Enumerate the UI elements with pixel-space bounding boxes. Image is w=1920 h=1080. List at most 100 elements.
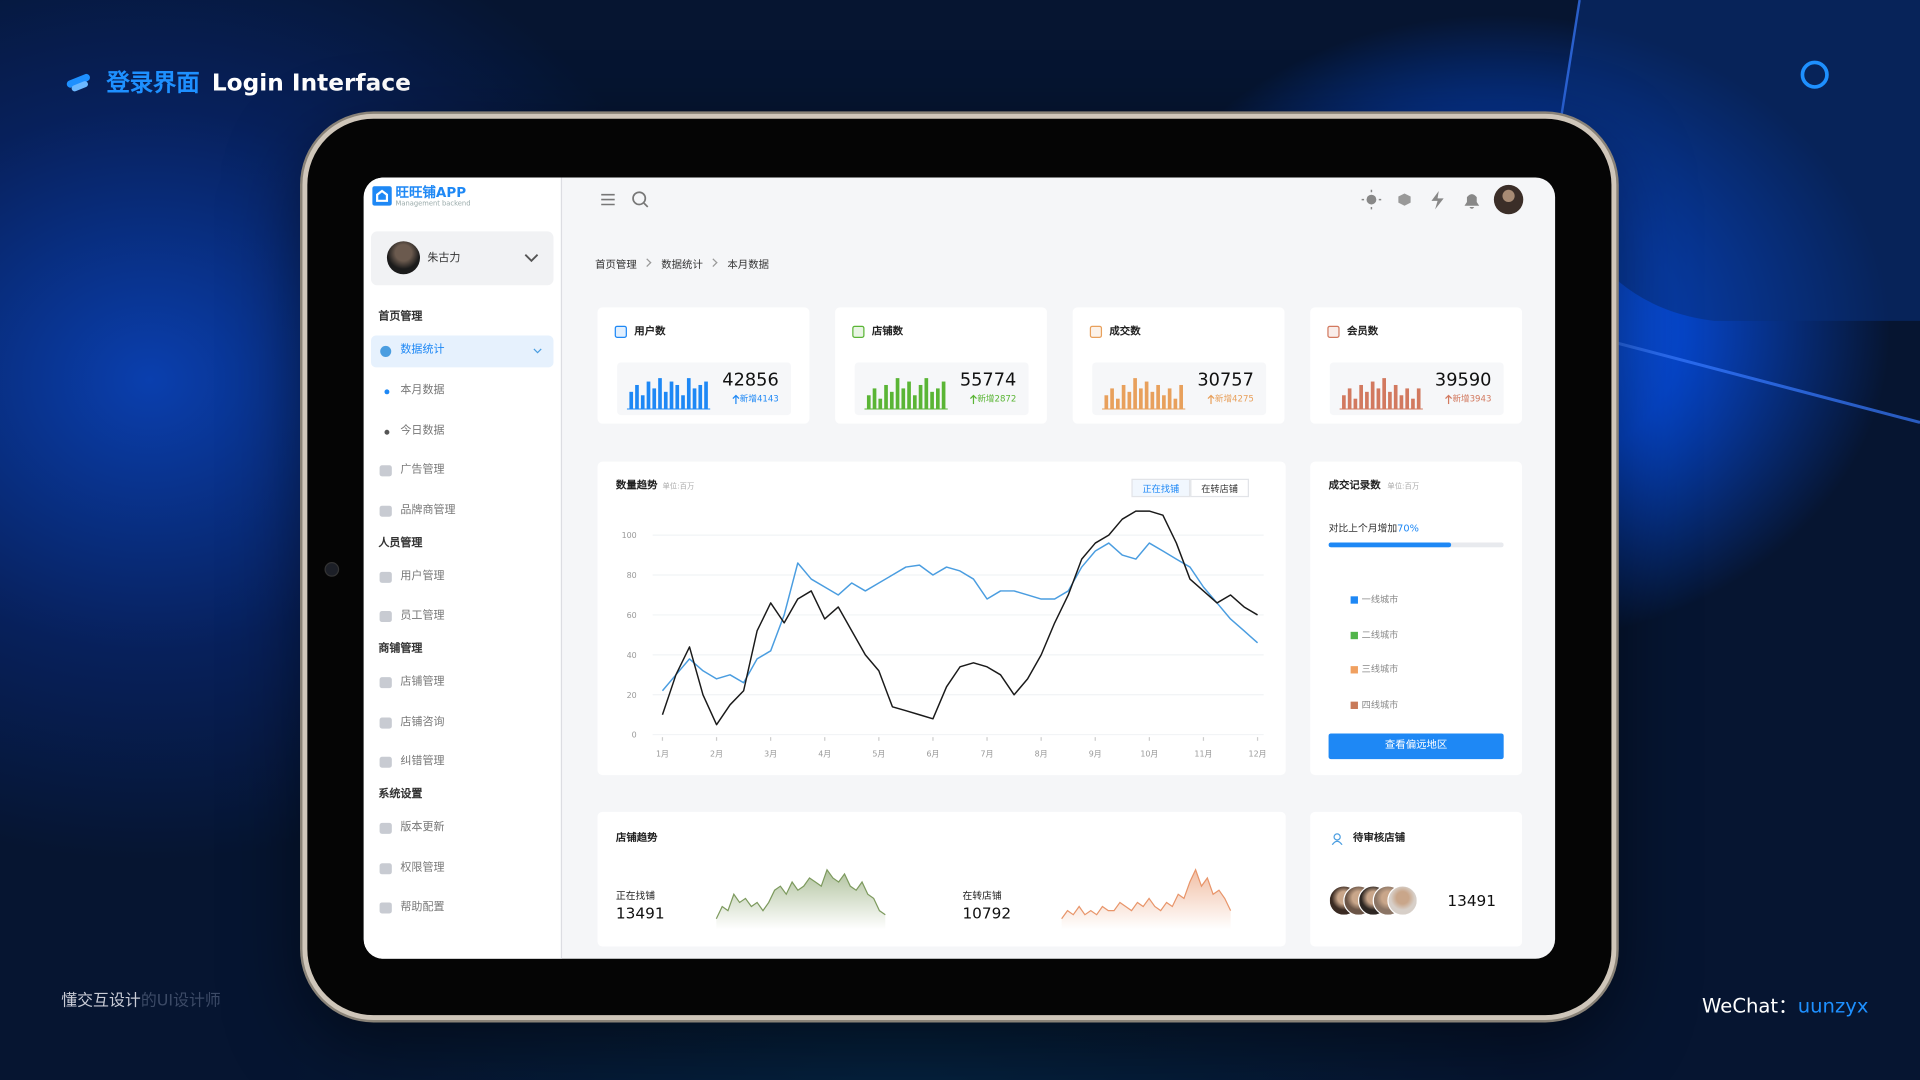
arrow-path — [1445, 394, 1453, 405]
nav-group: 人员管理 — [378, 536, 423, 550]
camera — [324, 562, 340, 577]
app-screen: 旺旺铺APP Management backend 朱古力 首页管理 数据统计 本月… — [363, 177, 1556, 959]
nav-item[interactable]: 广告管理 — [400, 464, 445, 477]
stat-bar — [895, 378, 900, 409]
y-tick-label: 0 — [632, 731, 637, 740]
stat-inner — [1329, 362, 1504, 416]
avatar — [1387, 885, 1418, 916]
legend-label: 一线城市 — [1361, 593, 1399, 605]
stat-value: 30757 — [1197, 371, 1254, 391]
compare-text: 对比上个月增加70% — [1329, 523, 1419, 534]
stat-bar — [1167, 388, 1172, 409]
nav-item[interactable]: 店铺管理 — [400, 675, 445, 689]
stat-bar — [1133, 378, 1137, 409]
stat-bar — [930, 391, 934, 409]
app-subtitle: Management backend — [395, 200, 471, 209]
nav-group: 商铺管理 — [378, 642, 423, 656]
legend-swatch — [1350, 666, 1358, 674]
nav-item[interactable]: 用户管理 — [400, 570, 445, 583]
stat-bar — [1342, 395, 1346, 409]
nav-item[interactable]: 帮助配置 — [400, 901, 445, 914]
stat-bar — [681, 395, 685, 409]
stat-bar — [704, 381, 708, 409]
stat-bar — [1393, 384, 1398, 409]
stat-bar — [1347, 388, 1352, 409]
stat-label: 成交数 — [1109, 325, 1141, 338]
crumb[interactable]: 数据统计 — [661, 259, 703, 272]
legend-swatch — [1350, 631, 1358, 639]
nav-item[interactable]: 数据统计 — [400, 344, 445, 357]
wechat-id: uunzyx — [1797, 994, 1869, 1018]
chart-tab[interactable]: 正在找铺 — [1131, 478, 1191, 498]
x-tick-label: 10月 — [1140, 750, 1158, 759]
stat-icon — [1089, 325, 1103, 338]
legend-label: 三线城市 — [1361, 663, 1399, 675]
nav-icon — [379, 505, 392, 517]
wechat-label: WeChat： — [1702, 994, 1798, 1018]
x-tick-label: 1月 — [656, 750, 669, 759]
stat-bar — [692, 388, 697, 409]
stat-card: 会员数 39590 新增3943 — [1310, 307, 1523, 424]
nav-icon — [380, 345, 392, 357]
stat-bar — [1179, 384, 1183, 409]
stat-bar — [1388, 391, 1392, 409]
stat-icon — [1327, 325, 1340, 338]
stat-bar — [1162, 395, 1166, 409]
toolbar-left[interactable] — [596, 189, 657, 211]
footer-left: 懂交互设计的UI设计师 — [61, 993, 221, 1009]
toolbar-right[interactable] — [1358, 184, 1529, 216]
stat-bar — [884, 384, 888, 409]
arrow-path — [732, 394, 740, 405]
nav-dot — [384, 429, 390, 435]
x-tick-label: 3月 — [764, 750, 777, 759]
stat-label: 会员数 — [1346, 325, 1379, 338]
card-title: 成交记录数 — [1328, 480, 1381, 493]
ring-icon — [1800, 60, 1829, 89]
x-tick-label: 6月 — [926, 750, 939, 759]
nav-item[interactable]: 员工管理 — [400, 609, 445, 623]
stat-bar — [936, 388, 940, 409]
bg-line — [1615, 341, 1920, 424]
user-avatar — [386, 241, 420, 275]
nav-item[interactable]: 店铺咨询 — [400, 715, 445, 728]
stat-inner — [617, 362, 792, 416]
trend-label: 正在找铺 — [615, 890, 656, 902]
stat-bar — [907, 381, 911, 409]
x-tick-label: 2月 — [710, 750, 723, 759]
sparkline — [715, 868, 886, 930]
stat-bar — [698, 384, 703, 409]
stat-bar — [924, 378, 929, 409]
nav-subitem[interactable]: 今日数据 — [400, 424, 445, 437]
crumb[interactable]: 本月数据 — [727, 259, 770, 272]
nav-item[interactable]: 权限管理 — [400, 861, 445, 874]
stat-bar — [640, 395, 645, 409]
user-box[interactable]: 朱古力 — [371, 231, 554, 286]
action-button[interactable]: 查看偏远地区 — [1328, 733, 1504, 760]
stat-bar — [1121, 384, 1126, 409]
stat-bar — [918, 384, 923, 409]
stat-icon — [614, 325, 627, 338]
nav-dot — [384, 389, 390, 395]
stat-bar — [866, 395, 871, 409]
nav-icon — [379, 756, 392, 768]
stat-label: 店铺数 — [871, 325, 904, 338]
crumb[interactable]: 首页管理 — [595, 259, 637, 272]
heading-cn: 登录界面 — [106, 69, 200, 97]
stat-icon — [852, 325, 865, 338]
nav-item[interactable]: 品牌商管理 — [400, 503, 456, 517]
stat-value: 39590 — [1434, 371, 1492, 391]
stat-bar — [1353, 398, 1358, 409]
delta-arrow — [969, 394, 977, 405]
nav-icon — [379, 571, 392, 583]
nav-item[interactable]: 版本更新 — [400, 821, 445, 834]
stat-bar — [1405, 388, 1410, 409]
chart-tab[interactable]: 在转店铺 — [1190, 478, 1249, 498]
nav-subitem[interactable]: 本月数据 — [400, 384, 445, 397]
stat-bars — [1339, 378, 1423, 410]
trend-label: 在转店铺 — [962, 890, 1002, 902]
nav-icon — [379, 862, 392, 874]
nav-item[interactable]: 纠错管理 — [400, 755, 445, 768]
x-tick-label: 4月 — [818, 750, 831, 759]
